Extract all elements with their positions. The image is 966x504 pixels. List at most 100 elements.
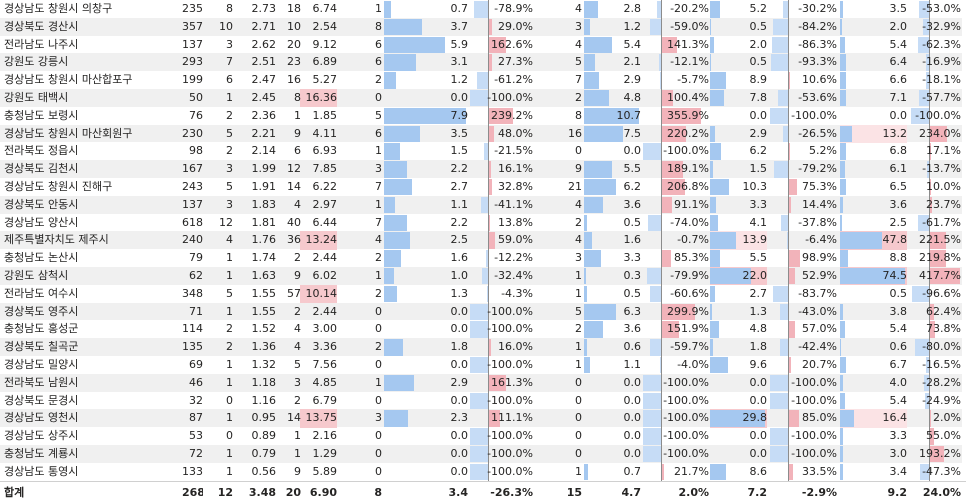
negative-bar (773, 285, 788, 303)
cell-value: 618 (182, 215, 203, 229)
cell-value: 4.7 (621, 486, 642, 499)
cell-col-11: -79.9% (643, 266, 709, 286)
cell-col-12: 10.3 (710, 178, 767, 197)
value-bar (584, 178, 616, 196)
cell-col-5: 1.85 (300, 107, 338, 126)
positive-bar (930, 303, 934, 321)
cell-col-14: 6.6 (840, 71, 907, 90)
value-bar (384, 107, 466, 125)
cell-col-13: 85.0% (770, 409, 837, 428)
zero-axis (929, 0, 930, 19)
cell-col-0: 전라남도 나주시 (4, 36, 184, 55)
cell-col-4: 9 (277, 463, 301, 482)
cell-col-12: 13.9 (710, 231, 767, 250)
zero-axis (661, 106, 662, 126)
region-name: 전라남도 나주시 (4, 37, 79, 51)
cell-value: 2 (226, 144, 233, 158)
table-row: 경상북도 김천시 167 3 1.99 12 7.85 3 2.2 16.1% 9 5.5 189.1… (0, 160, 966, 179)
cell-col-2: 2 (205, 338, 233, 357)
positive-bar (489, 125, 494, 143)
positive-bar (489, 36, 506, 54)
cell-col-1: 137 (182, 36, 203, 55)
cell-col-7: 0.0 (384, 356, 469, 375)
cell-value: 0.0 (450, 90, 469, 104)
zero-axis (929, 88, 930, 108)
cell-col-13: -100.0% (770, 427, 837, 446)
cell-col-12: 8.6 (710, 463, 767, 482)
cell-col-8: -100.0% (470, 302, 533, 322)
zero-axis (661, 302, 662, 322)
region-name: 경상남도 통영시 (4, 464, 79, 478)
cell-value: 2.3 (450, 411, 469, 425)
cell-value: 10.0% (926, 179, 961, 193)
cell-col-12: 29.8 (710, 409, 767, 428)
positive-bar (662, 36, 677, 54)
cell-col-1: 230 (182, 125, 203, 144)
cell-value: -78.9% (494, 2, 533, 15)
cell-value: 3.5 (450, 126, 469, 140)
cell-value: 7.1 (889, 90, 908, 104)
cell-value: 2 (226, 322, 233, 336)
zero-axis (661, 427, 662, 446)
negative-bar (918, 36, 929, 54)
cell-col-3: 1.83 (234, 196, 277, 215)
cell-col-11: -100.0% (643, 409, 709, 428)
value-bar (840, 232, 882, 249)
cell-value: 0.0 (749, 446, 768, 460)
cell-col-1: 32 (182, 392, 203, 411)
cell-value: 10 (287, 19, 301, 33)
cell-col-2: 3 (205, 36, 233, 55)
cell-value: 24.0% (922, 486, 961, 499)
cell-col-12: 3.3 (710, 196, 767, 215)
cell-col-0: 전라남도 여수시 (4, 285, 184, 304)
zero-axis (788, 53, 789, 72)
cell-value: 137 (182, 197, 203, 211)
positive-bar (789, 143, 790, 160)
cell-col-7: 1.2 (384, 71, 468, 90)
cell-col-5: 4.85 (300, 374, 338, 393)
value-bar (710, 18, 711, 36)
cell-value: -100.0% (915, 108, 961, 122)
cell-col-15: -13.7% (911, 160, 961, 179)
cell-value: 2.21 (251, 126, 277, 140)
cell-col-6: 0 (340, 356, 382, 375)
cell-col-1: 76 (182, 107, 203, 126)
cell-value: 6.1 (889, 162, 908, 176)
region-name: 전라북도 남원시 (4, 375, 79, 389)
cell-value: 7.2 (747, 486, 768, 499)
cell-value: 1.36 (251, 340, 277, 354)
cell-col-1: 240 (182, 231, 203, 250)
table-row: 충청남도 보령시 76 2 2.36 1 1.85 5 7.9 239.2% 8 10.7 355.9… (0, 106, 966, 126)
cell-value: 8.6 (749, 464, 768, 478)
zero-axis (929, 462, 930, 482)
cell-value: 0.5 (623, 215, 642, 229)
cell-value: 193.2% (919, 446, 961, 460)
positive-bar (789, 267, 795, 285)
cell-col-15: -57.7% (911, 88, 961, 108)
negative-bar (918, 214, 929, 232)
negative-bar (657, 1, 661, 18)
cell-value: 230 (182, 126, 203, 140)
cell-value: 1.2 (450, 73, 469, 87)
cell-col-7: 0.0 (384, 463, 469, 482)
zero-axis (929, 142, 930, 161)
cell-value: -26.5% (798, 126, 837, 140)
cell-value: 268 (182, 486, 203, 499)
cell-value: 6.74 (312, 2, 338, 15)
cell-col-11: 141.3% (643, 35, 709, 55)
cell-col-1: 243 (182, 178, 203, 197)
cell-value: 2.62 (251, 37, 277, 51)
cell-col-2: 4 (205, 231, 233, 250)
cell-value: 235 (182, 2, 203, 15)
cell-value: 3.3 (623, 251, 642, 265)
cell-value: 6.44 (312, 215, 338, 229)
cell-col-5: 6.22 (300, 178, 338, 197)
zero-axis (929, 355, 930, 375)
cell-value: -21.5% (494, 144, 533, 158)
cell-value: 6 (294, 144, 301, 158)
cell-col-12: 0.0 (710, 392, 768, 411)
cell-value: 5.2% (809, 144, 837, 158)
scrollbar[interactable] (962, 0, 966, 481)
cell-value: 9.6 (749, 357, 768, 371)
cell-value: 6.8 (889, 144, 908, 158)
